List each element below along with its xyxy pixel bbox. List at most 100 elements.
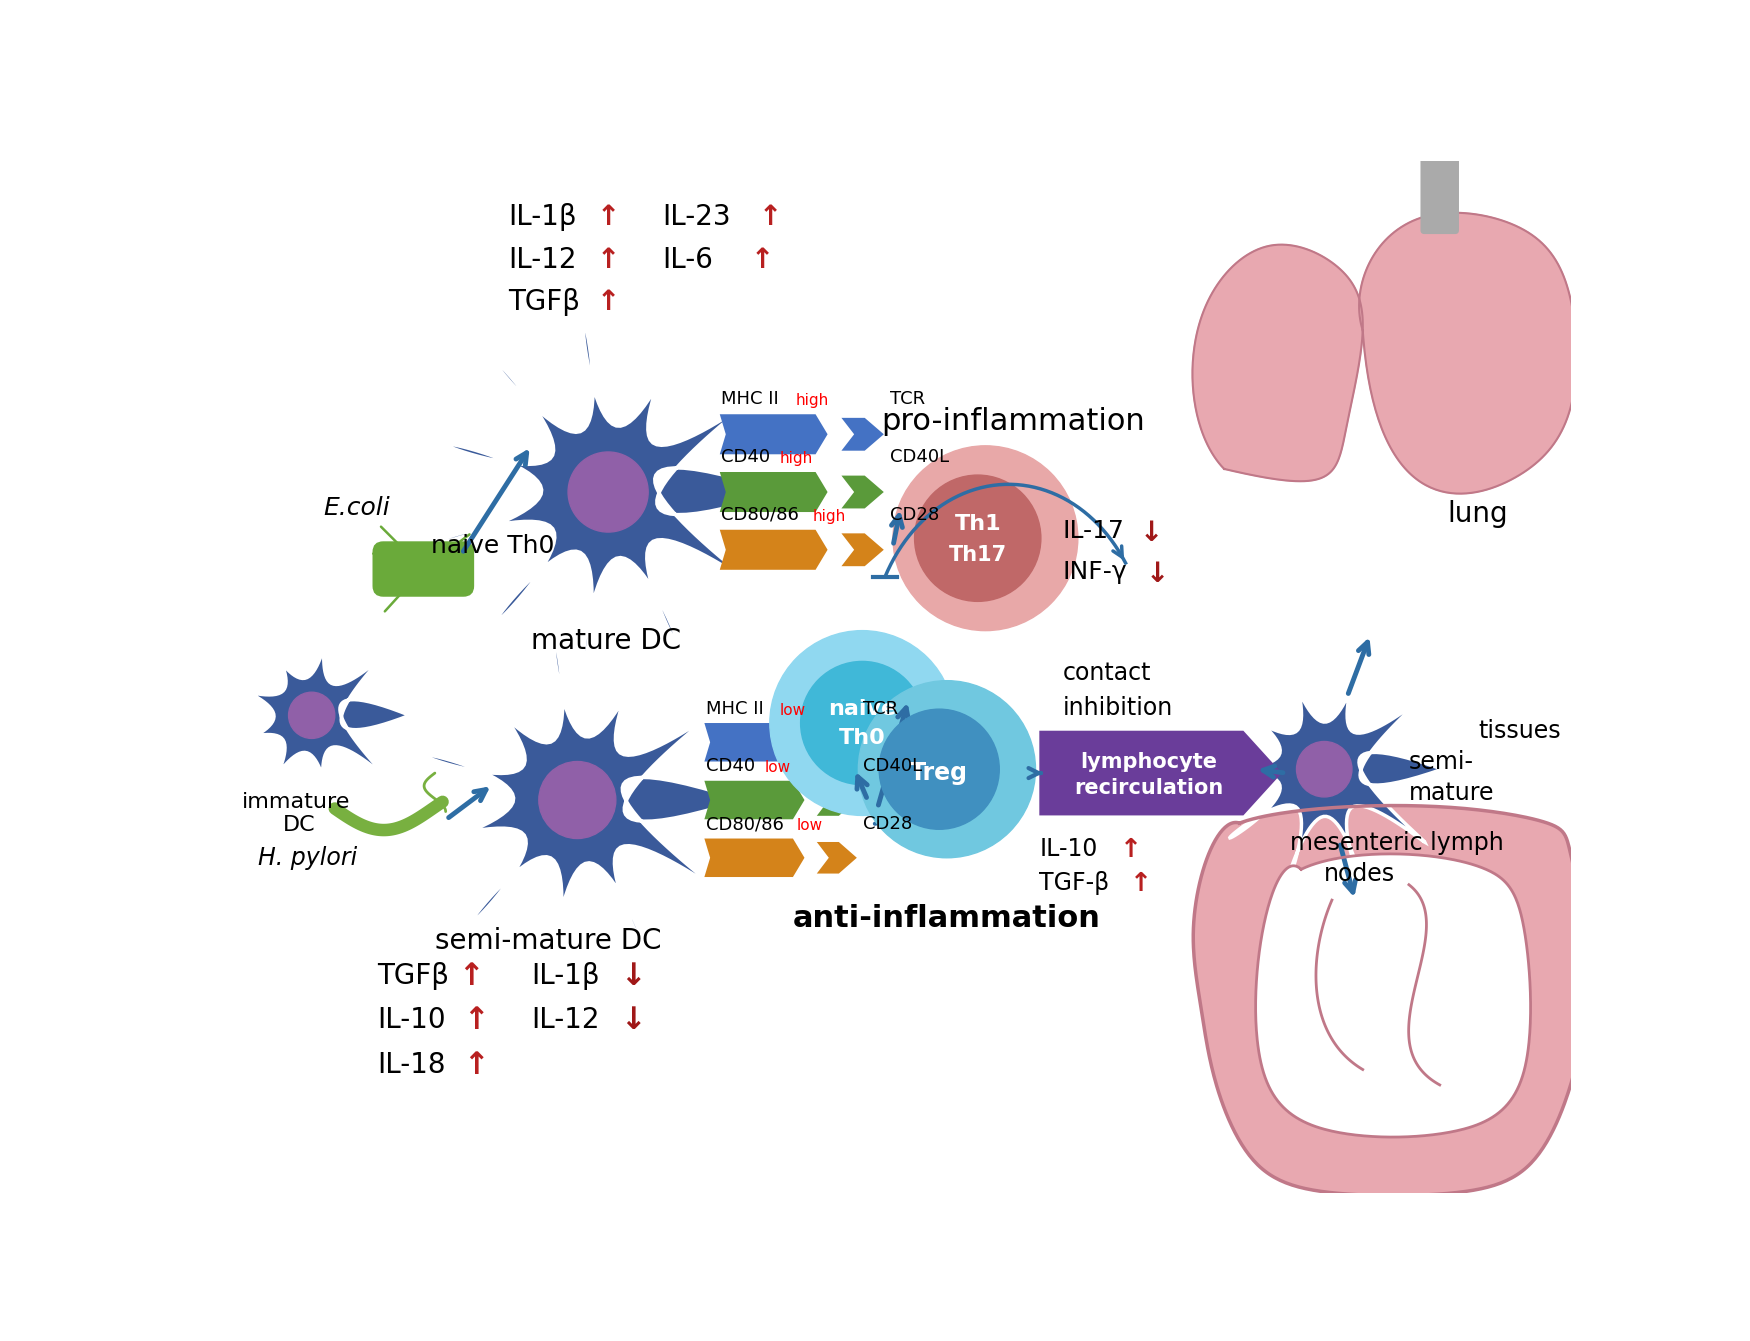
- Circle shape: [878, 709, 999, 829]
- Text: contact: contact: [1062, 661, 1152, 685]
- Text: DC: DC: [282, 815, 315, 835]
- Text: IL-18: IL-18: [378, 1051, 446, 1080]
- Text: ↓: ↓: [620, 1006, 646, 1035]
- Polygon shape: [817, 784, 857, 815]
- Text: TGF-β: TGF-β: [1040, 870, 1110, 894]
- Text: ↑: ↑: [597, 204, 619, 231]
- Text: CD28: CD28: [891, 506, 940, 523]
- Text: IL-6: IL-6: [662, 245, 712, 274]
- Text: IL-23: IL-23: [662, 204, 732, 231]
- Text: ↑: ↑: [458, 961, 483, 991]
- Text: Th17: Th17: [949, 546, 1006, 565]
- Text: ↑: ↑: [464, 1051, 488, 1080]
- Circle shape: [539, 762, 616, 838]
- Text: CD80/86: CD80/86: [721, 506, 800, 523]
- Text: inhibition: inhibition: [1062, 696, 1172, 720]
- Text: Th1: Th1: [954, 515, 1001, 534]
- Text: IL-12: IL-12: [507, 245, 576, 274]
- Polygon shape: [842, 534, 884, 566]
- Text: IL-17: IL-17: [1062, 519, 1124, 543]
- Polygon shape: [1360, 213, 1577, 493]
- Text: ↑: ↑: [597, 288, 619, 316]
- Text: ↑: ↑: [751, 245, 774, 274]
- Text: Th0: Th0: [838, 728, 886, 748]
- Text: H. pylori: H. pylori: [257, 846, 357, 870]
- Polygon shape: [842, 418, 884, 451]
- Text: CD80/86: CD80/86: [705, 815, 784, 833]
- Text: TCR: TCR: [891, 390, 926, 408]
- Circle shape: [569, 452, 648, 532]
- Text: ↓: ↓: [1146, 559, 1169, 587]
- Text: CD28: CD28: [863, 815, 912, 833]
- Text: lung: lung: [1447, 500, 1508, 528]
- Polygon shape: [1255, 854, 1531, 1137]
- Polygon shape: [817, 842, 857, 873]
- Text: TCR: TCR: [863, 700, 898, 717]
- Text: high: high: [794, 393, 828, 408]
- Text: low: low: [796, 818, 822, 833]
- Polygon shape: [1199, 654, 1442, 885]
- Text: naive Th0: naive Th0: [430, 534, 555, 558]
- Circle shape: [289, 692, 334, 739]
- Text: CD40: CD40: [705, 758, 754, 775]
- Text: E.coli: E.coli: [324, 496, 390, 520]
- Text: IL-10: IL-10: [1040, 837, 1097, 861]
- Polygon shape: [1194, 806, 1589, 1196]
- Circle shape: [1297, 742, 1353, 797]
- Text: TGFβ: TGFβ: [507, 288, 579, 316]
- Text: mesenteric lymph: mesenteric lymph: [1290, 831, 1503, 854]
- Polygon shape: [817, 727, 857, 758]
- Text: IL-1β: IL-1β: [507, 204, 578, 231]
- Text: CD40: CD40: [721, 448, 770, 465]
- Text: pro-inflammation: pro-inflammation: [882, 408, 1144, 436]
- Text: low: low: [780, 703, 807, 717]
- Text: INF-γ: INF-γ: [1062, 559, 1127, 583]
- Polygon shape: [1192, 244, 1363, 481]
- Polygon shape: [719, 414, 828, 455]
- Polygon shape: [704, 838, 805, 877]
- Text: tissues: tissues: [1479, 719, 1561, 743]
- Text: IL-12: IL-12: [532, 1006, 600, 1034]
- Text: MHC II: MHC II: [705, 700, 763, 717]
- Text: anti-inflammation: anti-inflammation: [793, 904, 1101, 933]
- Text: IL-10: IL-10: [378, 1006, 446, 1034]
- Text: mature: mature: [1409, 780, 1494, 805]
- Text: lymphocyte: lymphocyte: [1080, 751, 1218, 771]
- Text: ↑: ↑: [1130, 870, 1152, 897]
- Text: semi-: semi-: [1409, 750, 1473, 774]
- Polygon shape: [410, 638, 742, 968]
- FancyBboxPatch shape: [1421, 126, 1459, 235]
- Text: ↑: ↑: [464, 1006, 488, 1035]
- Text: CD40L: CD40L: [863, 758, 922, 775]
- Text: semi-mature DC: semi-mature DC: [436, 927, 662, 955]
- Polygon shape: [719, 530, 828, 570]
- Text: Treg: Treg: [910, 762, 968, 784]
- Text: ↑: ↑: [758, 204, 782, 231]
- Circle shape: [915, 475, 1041, 601]
- Polygon shape: [704, 780, 805, 819]
- Text: ↑: ↑: [597, 245, 619, 274]
- Polygon shape: [214, 617, 410, 810]
- Polygon shape: [719, 472, 828, 512]
- Text: CD40L: CD40L: [891, 448, 948, 465]
- Text: ↓: ↓: [1139, 519, 1162, 547]
- Text: MHC II: MHC II: [721, 390, 779, 408]
- Polygon shape: [1040, 731, 1281, 815]
- Circle shape: [770, 630, 956, 815]
- Text: TGFβ: TGFβ: [378, 961, 450, 990]
- Text: mature DC: mature DC: [532, 626, 681, 654]
- FancyBboxPatch shape: [373, 542, 474, 597]
- Polygon shape: [704, 723, 805, 762]
- Text: IL-1β: IL-1β: [532, 961, 600, 990]
- Text: ↓: ↓: [620, 961, 646, 991]
- Text: naive: naive: [828, 699, 896, 719]
- Text: low: low: [765, 760, 791, 775]
- Polygon shape: [432, 322, 782, 670]
- Text: immature: immature: [242, 793, 350, 813]
- Text: high: high: [812, 508, 845, 523]
- Text: nodes: nodes: [1325, 862, 1395, 885]
- Text: high: high: [780, 451, 814, 465]
- Text: recirculation: recirculation: [1074, 779, 1223, 798]
- Polygon shape: [842, 476, 884, 508]
- Text: ↑: ↑: [1120, 837, 1143, 864]
